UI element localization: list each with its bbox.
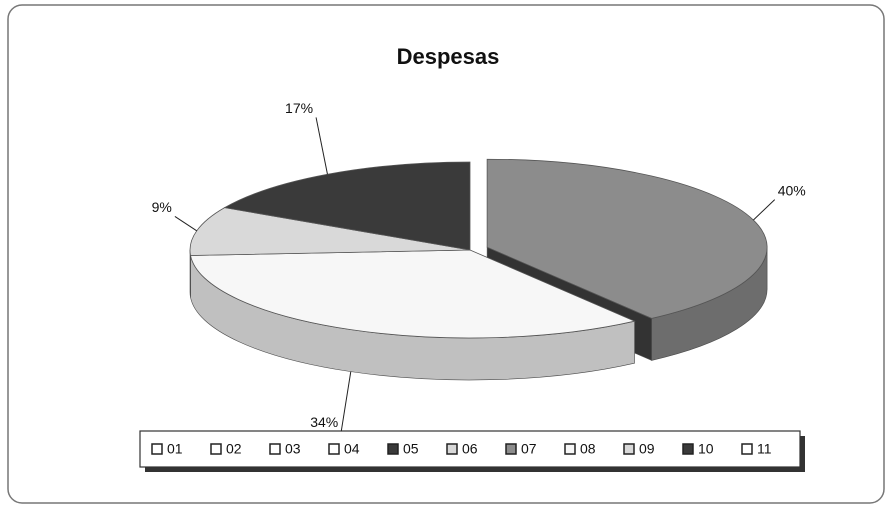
legend-swatch: [151, 443, 163, 455]
legend-swatch: [269, 443, 281, 455]
legend-swatch: [505, 443, 517, 455]
legend-swatch: [623, 443, 635, 455]
legend-swatch: [210, 443, 222, 455]
leader-line: [753, 199, 776, 221]
data-label: 9%: [152, 199, 172, 215]
legend-label: 09: [639, 441, 655, 457]
legend-label: 10: [698, 441, 714, 457]
leader-line: [174, 215, 198, 232]
legend-swatch: [387, 443, 399, 455]
legend-swatch: [564, 443, 576, 455]
legend-swatch: [446, 443, 458, 455]
chart-title: Despesas: [397, 44, 500, 69]
side-shade: [190, 255, 635, 380]
pie-slice: [189, 207, 471, 256]
data-label: 40%: [778, 182, 806, 198]
legend-label: 05: [403, 441, 419, 457]
side-shade: [190, 250, 191, 298]
legend-swatch: [682, 443, 694, 455]
data-label: 17%: [285, 100, 313, 116]
data-label: 34%: [310, 414, 338, 430]
pie-slice: [223, 161, 471, 251]
side-shade: [651, 247, 768, 361]
legend-label: 02: [226, 441, 242, 457]
legend-label: 03: [285, 441, 301, 457]
legend-label: 04: [344, 441, 360, 457]
legend-label: 06: [462, 441, 478, 457]
legend-label: 08: [580, 441, 596, 457]
legend-label: 01: [167, 441, 183, 457]
pie-slice: [486, 158, 768, 319]
legend-swatch: [328, 443, 340, 455]
legend-label: 07: [521, 441, 537, 457]
legend-label: 11: [757, 441, 772, 457]
leader-line: [315, 117, 328, 175]
leader-line: [340, 371, 352, 432]
pie-slice: [190, 249, 636, 339]
legend-swatch: [741, 443, 753, 455]
